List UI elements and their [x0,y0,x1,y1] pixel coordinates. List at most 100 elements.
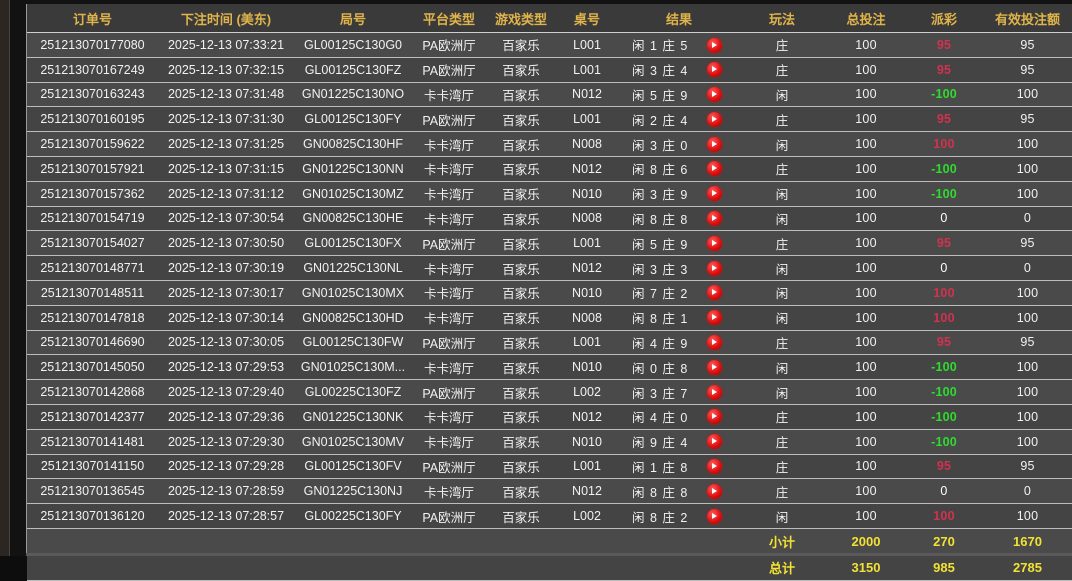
table-row[interactable]: 251213070136120 2025-12-13 07:28:57 GL0022… [27,503,1072,529]
column-header-platform[interactable]: 平台类型 [412,4,486,33]
play-button-icon[interactable] [706,359,722,375]
table-row[interactable]: 251213070147818 2025-12-13 07:30:14 GN0082… [27,305,1072,331]
result-video-cell[interactable] [688,136,740,152]
play-button-icon[interactable] [706,409,722,425]
cell-total-bet: 100 [824,379,908,405]
play-button-icon[interactable] [706,310,722,326]
play-button-icon[interactable] [706,186,722,202]
column-header-result[interactable]: 结果 [618,4,740,33]
table-row[interactable]: 251213070141481 2025-12-13 07:29:30 GN0102… [27,429,1072,455]
result-video-cell[interactable] [688,434,740,450]
table-row[interactable]: 251213070145050 2025-12-13 07:29:53 GN0102… [27,354,1072,381]
cell-play: 闲 [740,255,824,281]
result-video-cell[interactable] [688,335,740,351]
cell-round-no: GL00225C130FY [294,503,412,529]
column-header-play[interactable]: 玩法 [740,4,824,33]
table-row[interactable]: 251213070148771 2025-12-13 07:30:19 GN0122… [27,255,1072,281]
table-row[interactable]: 251213070154719 2025-12-13 07:30:54 GN0082… [27,206,1072,232]
cell-valid-bet: 95 [980,32,1072,58]
cell-total-bet: 100 [824,330,908,356]
play-button-icon[interactable] [706,508,722,524]
cell-table-no: N008 [556,305,618,331]
play-button-icon[interactable] [706,459,722,475]
play-button-icon[interactable] [706,62,722,78]
table-row[interactable]: 251213070163243 2025-12-13 07:31:48 GN0122… [27,82,1072,108]
table-row[interactable]: 251213070142868 2025-12-13 07:29:40 GL0022… [27,379,1072,405]
play-button-icon[interactable] [706,384,722,400]
table-row[interactable]: 251213070141150 2025-12-13 07:29:28 GL0012… [27,454,1072,480]
cell-result: 闲 9 庄 4 [618,429,740,455]
subtotal-valid-bet: 1670 [980,527,1072,555]
table-row[interactable]: 251213070157362 2025-12-13 07:31:12 GN0102… [27,181,1072,207]
table-row[interactable]: 251213070157921 2025-12-13 07:31:15 GN0122… [27,156,1072,182]
cell-total-bet: 100 [824,82,908,108]
play-button-icon[interactable] [706,285,722,301]
result-video-cell[interactable] [688,62,740,78]
cell-play: 庄 [740,32,824,58]
table-row[interactable]: 251213070160195 2025-12-13 07:31:30 GL0012… [27,106,1072,133]
table-row[interactable]: 251213070159622 2025-12-13 07:31:25 GN0082… [27,131,1072,157]
result-video-cell[interactable] [688,87,740,103]
result-video-cell[interactable] [688,260,740,276]
cell-payout: -100 [908,429,980,455]
column-header-valid-bet[interactable]: 有效投注额 [980,4,1072,33]
cell-valid-bet: 100 [980,354,1072,381]
cell-platform: PA欧洲厅 [412,454,486,480]
cell-valid-bet: 95 [980,57,1072,83]
play-button-icon[interactable] [706,434,722,450]
cell-total-bet: 100 [824,478,908,505]
table-row[interactable]: 251213070136545 2025-12-13 07:28:59 GN0122… [27,478,1072,505]
play-button-icon[interactable] [706,136,722,152]
cell-platform: 卡卡湾厅 [412,478,486,505]
cell-result: 闲 3 庄 9 [618,181,740,207]
play-button-icon[interactable] [706,37,722,53]
play-button-icon[interactable] [706,235,722,251]
table-header: 订单号 下注时间 (美东) 局号 平台类型 游戏类型 桌号 结果 玩法 总投注 … [27,4,1072,33]
column-header-payout[interactable]: 派彩 [908,4,980,33]
table-row[interactable]: 251213070177080 2025-12-13 07:33:21 GL0012… [27,32,1072,58]
result-video-cell[interactable] [688,384,740,400]
result-video-cell[interactable] [688,359,740,375]
play-button-icon[interactable] [706,211,722,227]
column-header-game-type[interactable]: 游戏类型 [486,4,556,33]
result-video-cell[interactable] [688,161,740,177]
result-video-cell[interactable] [688,409,740,425]
cell-round-no: GN00825C130HE [294,206,412,232]
result-video-cell[interactable] [688,310,740,326]
play-button-icon[interactable] [706,483,722,499]
result-video-cell[interactable] [688,111,740,127]
result-video-cell[interactable] [688,211,740,227]
cell-total-bet: 100 [824,181,908,207]
play-button-icon[interactable] [706,260,722,276]
cell-play: 庄 [740,478,824,505]
result-video-cell[interactable] [688,285,740,301]
table-row[interactable]: 251213070142377 2025-12-13 07:29:36 GN0122… [27,404,1072,430]
table-row[interactable]: 251213070146690 2025-12-13 07:30:05 GL0012… [27,330,1072,356]
cell-game-type: 百家乐 [486,478,556,505]
result-video-cell[interactable] [688,459,740,475]
result-video-cell[interactable] [688,508,740,524]
column-header-total-bet[interactable]: 总投注 [824,4,908,33]
play-button-icon[interactable] [706,335,722,351]
result-video-cell[interactable] [688,37,740,53]
result-text: 闲 2 庄 4 [632,113,689,128]
cell-play: 闲 [740,181,824,207]
result-video-cell[interactable] [688,186,740,202]
play-button-icon[interactable] [706,111,722,127]
subtotal-row: 小计 2000 270 1670 [27,527,1072,555]
table-row[interactable]: 251213070154027 2025-12-13 07:30:50 GL0012… [27,230,1072,257]
gutter-edge-3 [0,56,10,87]
column-header-round-no[interactable]: 局号 [294,4,412,33]
column-header-order-no[interactable]: 订单号 [27,4,158,33]
result-video-cell[interactable] [688,483,740,499]
play-button-icon[interactable] [706,87,722,103]
play-button-icon[interactable] [706,161,722,177]
table-row[interactable]: 251213070167249 2025-12-13 07:32:15 GL0012… [27,57,1072,83]
column-header-bet-time[interactable]: 下注时间 (美东) [158,4,294,33]
result-video-cell[interactable] [688,235,740,251]
column-header-table-no[interactable]: 桌号 [556,4,618,33]
cell-game-type: 百家乐 [486,280,556,306]
table-row[interactable]: 251213070148511 2025-12-13 07:30:17 GN0102… [27,280,1072,306]
result-text: 闲 5 庄 9 [632,88,689,103]
cell-result: 闲 8 庄 6 [618,156,740,182]
